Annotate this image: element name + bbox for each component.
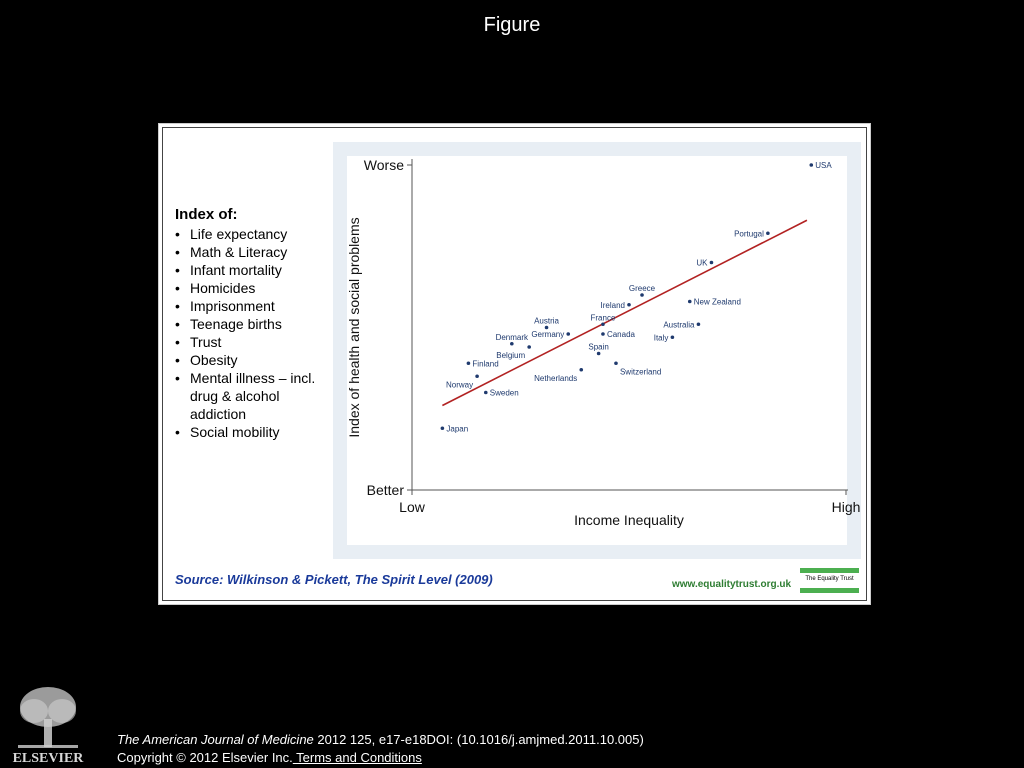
figure-frame: Index of: Life expectancy Math & Literac…	[158, 123, 871, 605]
point-label: Netherlands	[534, 374, 577, 383]
page-title: Figure	[483, 14, 541, 36]
data-point	[510, 341, 514, 346]
data-point	[601, 332, 605, 336]
point-label: Finland	[472, 359, 498, 368]
copyright-line: Copyright © 2012 Elsevier Inc. Terms and…	[117, 749, 644, 767]
point-label: Germany	[531, 330, 564, 339]
index-item: Trust	[175, 333, 325, 351]
logo-bar-bottom	[800, 588, 859, 593]
data-point	[670, 335, 675, 340]
y-tick-label: Better	[367, 482, 405, 498]
logo-bar-top	[800, 568, 859, 573]
x-axis-label: Income Inequality	[574, 512, 684, 528]
svg-text:ELSEVIER: ELSEVIER	[13, 751, 85, 765]
point-label: Portugal	[734, 229, 764, 238]
figure-inner-border: Index of: Life expectancy Math & Literac…	[162, 127, 867, 601]
plot-panel: Worse Better Low High Income Inequality Index…	[333, 142, 861, 559]
y-tick-label: Worse	[364, 157, 404, 173]
terms-link[interactable]: Terms and Conditions	[292, 750, 422, 765]
index-item: Math & Literacy	[175, 243, 325, 261]
point-label: Italy	[654, 333, 669, 342]
website-link[interactable]: www.equalitytrust.org.uk	[672, 579, 792, 590]
point-label: Austria	[534, 317, 559, 326]
point-label: UK	[696, 259, 708, 268]
point-label: Denmark	[496, 333, 529, 342]
index-item: Homicides	[175, 279, 325, 297]
journal-name: The American Journal of Medicine	[117, 732, 314, 747]
data-point	[475, 374, 479, 379]
index-box: Index of: Life expectancy Math & Literac…	[175, 206, 325, 441]
index-item: Mental illness – incl. drug & alcohol ad…	[175, 369, 325, 423]
index-item: Infant mortality	[175, 261, 325, 279]
elsevier-logo: ELSEVIER	[13, 687, 85, 765]
point-label: Sweden	[490, 389, 519, 398]
point-label: USA	[815, 161, 832, 170]
data-point	[809, 163, 814, 167]
point-label: Greece	[629, 284, 656, 293]
data-point	[440, 426, 445, 431]
x-tick-label: High	[832, 499, 861, 515]
point-label: Japan	[446, 424, 468, 433]
citation-text: 2012 125, e17-e18DOI: (10.1016/j.amjmed.…	[313, 732, 644, 747]
point-label: France	[591, 313, 616, 322]
trend-line	[442, 219, 808, 407]
data-point	[696, 322, 701, 327]
point-label: Spain	[588, 343, 608, 352]
point-label: Canada	[607, 330, 636, 339]
data-point	[544, 325, 549, 330]
citation-line: The American Journal of Medicine 2012 12…	[117, 731, 644, 749]
data-point	[687, 299, 692, 304]
logo-text: The Equality Trust	[805, 576, 854, 582]
data-point	[527, 345, 531, 349]
data-point	[614, 361, 618, 366]
x-tick-label: Low	[399, 499, 426, 515]
copyright-text: Copyright © 2012 Elsevier Inc.	[117, 750, 293, 765]
point-label: Belgium	[496, 351, 525, 360]
point-label: Australia	[663, 320, 695, 329]
index-item: Social mobility	[175, 423, 325, 441]
data-point	[483, 390, 488, 395]
data-point	[566, 332, 571, 336]
point-label: Norway	[446, 380, 473, 389]
index-heading: Index of:	[175, 206, 238, 223]
index-item: Teenage births	[175, 315, 325, 333]
point-label: Switzerland	[620, 367, 661, 376]
data-point	[640, 293, 644, 297]
index-item: Imprisonment	[175, 297, 325, 315]
plot-area-background	[347, 156, 847, 545]
equality-trust-logo: The Equality Trust	[800, 568, 859, 593]
data-point	[766, 231, 770, 236]
index-item: Obesity	[175, 351, 325, 369]
data-point	[627, 302, 631, 307]
y-axis-label: Index of health and social problems	[346, 217, 362, 437]
index-list: Life expectancy Math & Literacy Infant m…	[175, 225, 325, 441]
data-point	[579, 367, 584, 372]
source-citation: Source: Wilkinson & Pickett, The Spirit …	[175, 572, 493, 587]
data-point	[709, 260, 714, 265]
data-point	[466, 361, 471, 366]
point-label: Ireland	[601, 301, 625, 310]
figure-caption: The American Journal of Medicine 2012 12…	[117, 731, 644, 767]
point-label: New Zealand	[694, 298, 741, 307]
data-point	[601, 322, 605, 327]
data-point	[596, 351, 601, 356]
index-item: Life expectancy	[175, 225, 325, 243]
